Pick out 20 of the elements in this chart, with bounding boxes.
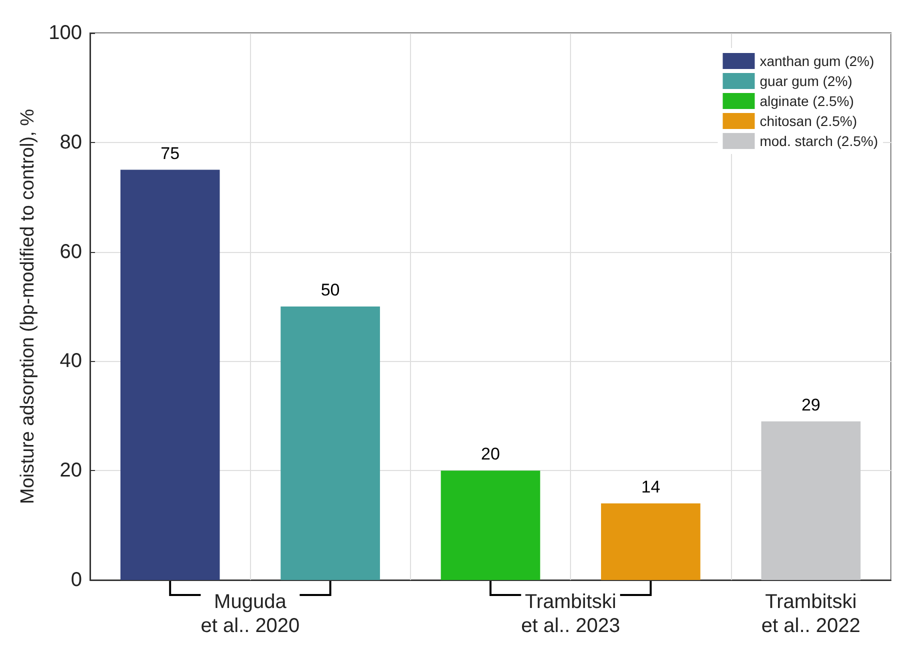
legend-label: guar gum (2%) xyxy=(760,73,852,89)
y-tick-label: 40 xyxy=(60,350,82,372)
legend-label: xanthan gum (2%) xyxy=(760,53,874,69)
y-tick-label: 100 xyxy=(48,22,82,44)
x-tick-label: Trambitski et al.. 2023 xyxy=(521,591,620,637)
y-axis-title: Moisture adsorption (bp-modified to control), % xyxy=(18,108,39,504)
legend-label: mod. starch (2.5%) xyxy=(760,133,878,149)
legend-label: chitosan (2.5%) xyxy=(760,113,858,129)
y-tick-label: 60 xyxy=(60,240,82,263)
y-tick-label: 80 xyxy=(60,131,82,154)
data-label: 14 xyxy=(641,477,660,496)
data-label: 50 xyxy=(320,280,340,300)
data-label: 29 xyxy=(801,395,820,414)
x-tick-label: Trambitski et al.. 2022 xyxy=(761,591,860,637)
data-label: 20 xyxy=(481,444,500,464)
legend-label: alginate (2.5%) xyxy=(760,93,854,109)
y-tick-label: 0 xyxy=(70,569,82,591)
y-tick-label: 20 xyxy=(60,460,82,482)
x-tick-label: Muguda et al.. 2020 xyxy=(200,591,300,637)
data-label: 75 xyxy=(160,144,180,163)
